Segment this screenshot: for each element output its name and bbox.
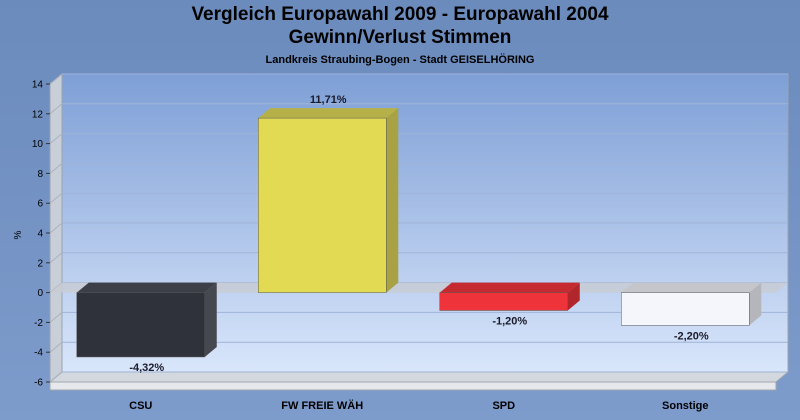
bar-front xyxy=(439,292,568,311)
bar-spd xyxy=(439,282,580,311)
y-axis-label: % xyxy=(13,230,24,239)
bar-top xyxy=(621,282,762,293)
y-tick-label: 10 xyxy=(32,139,44,150)
grid-line-wall xyxy=(49,163,63,174)
grid-line-wall xyxy=(49,73,63,85)
bar-side xyxy=(567,282,580,311)
y-tick-label: 12 xyxy=(32,109,44,120)
bars xyxy=(76,108,762,358)
grid-line-wall xyxy=(49,192,63,204)
grid-line-wall xyxy=(49,222,63,234)
bar-top xyxy=(258,108,399,119)
zero-plane xyxy=(50,282,788,293)
y-tick-label: 0 xyxy=(37,288,43,299)
chart-title-line-2: Gewinn/Verlust Stimmen xyxy=(288,27,512,48)
value-labels: -4,32% 11,71% -1,20% -2,20% xyxy=(129,94,709,374)
chart-subtitle: Landkreis Straubing-Bogen - Stadt GEISEL… xyxy=(265,54,535,66)
bar-csu xyxy=(76,282,217,358)
grid-line-wall xyxy=(49,252,63,264)
value-label: -4,32% xyxy=(129,362,164,374)
category-label: FW FREIE WÄH xyxy=(281,399,363,412)
category-label: SPD xyxy=(492,400,515,412)
value-label: -1,20% xyxy=(492,315,527,327)
value-label: -2,20% xyxy=(674,330,709,342)
value-label: 11,71% xyxy=(310,94,347,106)
y-tick-label: -4 xyxy=(34,348,43,359)
bar-side xyxy=(204,282,217,357)
bar-side xyxy=(749,282,762,326)
y-tick-label: 6 xyxy=(37,199,43,210)
grid-line-wall xyxy=(49,312,63,323)
category-label: CSU xyxy=(129,400,152,412)
bar-top xyxy=(76,282,217,293)
category-label: Sonstige xyxy=(662,400,708,412)
bar-sonstige xyxy=(621,282,762,326)
chart-title: Vergleich Europawahl 2009 - Europawahl 2… xyxy=(191,4,609,25)
grid-line-wall xyxy=(49,371,63,383)
grid-line-wall xyxy=(49,133,63,144)
y-axis-ticks: 14 12 10 8 6 4 2 0 -2 -4 -6 xyxy=(32,80,50,389)
y-tick-label: 2 xyxy=(37,258,43,269)
category-labels: CSU FW FREIE WÄH SPD Sonstige xyxy=(129,399,708,412)
bar-side xyxy=(386,108,399,293)
bar-fw-freie-w-h xyxy=(258,108,399,293)
bar-front xyxy=(76,292,205,358)
grid-line-wall xyxy=(49,103,63,115)
bar-front xyxy=(258,117,387,293)
y-tick-label: -6 xyxy=(34,378,43,389)
grid-line-wall xyxy=(49,341,63,353)
bar-front xyxy=(621,292,750,326)
floor-edge xyxy=(49,381,777,391)
y-tick-label: -2 xyxy=(34,318,43,329)
y-tick-label: 14 xyxy=(32,80,44,91)
y-tick-label: 8 xyxy=(37,169,43,180)
y-tick-label: 4 xyxy=(37,229,43,240)
bar-top xyxy=(439,282,580,293)
